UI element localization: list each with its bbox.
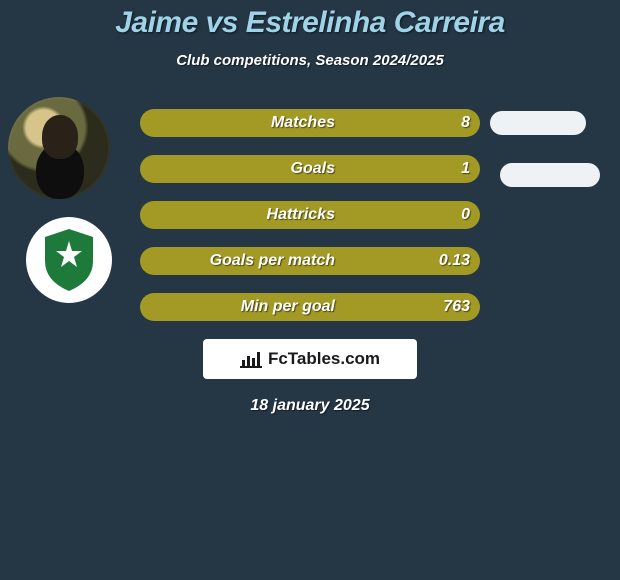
stat-bar: Goals per match 0.13 (140, 247, 480, 275)
page-title: Jaime vs Estrelinha Carreira (0, 0, 620, 40)
date-label: 18 january 2025 (0, 397, 620, 415)
stat-value: 1 (461, 160, 470, 178)
opponent-bar (500, 163, 600, 187)
brand-text: FcTables.com (268, 349, 380, 369)
club-crest-icon (39, 227, 99, 293)
stat-bar: Min per goal 763 (140, 293, 480, 321)
stat-label: Goals per match (210, 252, 335, 270)
opponent-bar (490, 111, 586, 135)
stat-value: 8 (461, 114, 470, 132)
club-crest-avatar (26, 217, 112, 303)
bar-chart-icon (240, 350, 262, 368)
stat-label: Matches (271, 114, 335, 132)
player-avatar (8, 97, 110, 199)
stat-value: 0 (461, 206, 470, 224)
stat-bar: Matches 8 (140, 109, 480, 137)
stat-bar: Hattricks 0 (140, 201, 480, 229)
stat-label: Hattricks (267, 206, 335, 224)
brand-badge: FcTables.com (203, 339, 417, 379)
stat-bar: Goals 1 (140, 155, 480, 183)
content-stage: Matches 8 Goals 1 Hattricks 0 Goals per … (0, 87, 620, 417)
stat-value: 0.13 (439, 252, 470, 270)
stat-value: 763 (443, 298, 470, 316)
stat-bar-list: Matches 8 Goals 1 Hattricks 0 Goals per … (140, 109, 480, 339)
stat-label: Min per goal (241, 298, 335, 316)
stat-label: Goals (291, 160, 335, 178)
page-subtitle: Club competitions, Season 2024/2025 (0, 52, 620, 69)
